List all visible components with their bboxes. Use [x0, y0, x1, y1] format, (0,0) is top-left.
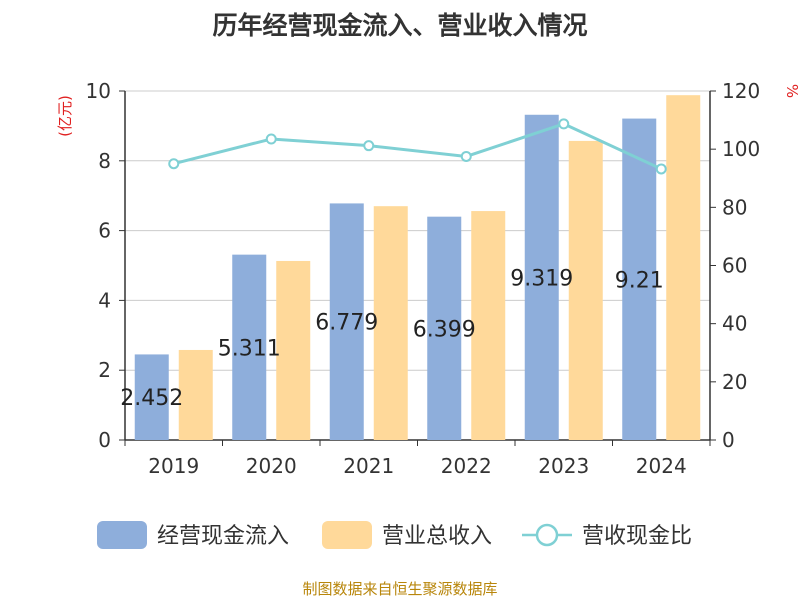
ratio-line [173, 122, 662, 171]
legend-label: 营业总收入 [382, 524, 492, 549]
y-left-axis-label: (亿元) [56, 95, 74, 137]
legend-marker [535, 523, 559, 547]
bar-cashflow [134, 354, 169, 440]
bar-value-label: 5.311 [218, 336, 281, 361]
x-tick-label: 2022 [441, 454, 492, 478]
bar-cashflow [524, 114, 559, 440]
legend-swatch-1 [322, 521, 372, 549]
bar-revenue [276, 260, 311, 440]
source-note: 制图数据来自恒生聚源数据库 [302, 580, 498, 598]
bar-value-label: 6.399 [413, 317, 476, 342]
legend-swatch-0 [97, 521, 147, 549]
bar-cashflow [232, 254, 267, 440]
bar-cashflow [622, 118, 657, 441]
bar-cashflow [329, 203, 364, 440]
bar-revenue [178, 349, 213, 440]
bar-revenue [471, 211, 506, 440]
ratio-point [265, 133, 277, 145]
y-left-tick-label: 6 [98, 219, 111, 243]
y-right-tick-label: 20 [722, 370, 747, 394]
y-left-tick-label: 2 [98, 358, 111, 382]
bar-value-label: 2.452 [120, 386, 183, 411]
x-tick-label: 2023 [538, 454, 589, 478]
y-left-tick-label: 0 [98, 428, 111, 452]
y-right-tick-label: 80 [722, 195, 747, 219]
y-right-tick-label: 100 [722, 137, 760, 161]
y-left-tick-label: 4 [98, 288, 111, 312]
x-tick-label: 2024 [636, 454, 687, 478]
y-right-axis-label: % [783, 84, 800, 98]
bar-revenue [666, 95, 701, 441]
bar-value-label: 9.319 [510, 266, 573, 291]
bar-value-label: 9.21 [615, 268, 664, 293]
bar-revenue [568, 140, 603, 441]
ratio-point [460, 150, 472, 162]
y-left-tick-label: 10 [86, 79, 111, 103]
x-tick-label: 2021 [343, 454, 394, 478]
y-right-tick-label: 40 [722, 312, 747, 336]
legend-label: 经营现金流入 [157, 524, 289, 549]
y-right-tick-label: 0 [722, 428, 735, 452]
bar-cashflow [427, 216, 462, 440]
ratio-point [655, 163, 667, 175]
ratio-point [168, 158, 180, 170]
y-right-tick-label: 60 [722, 254, 747, 278]
x-tick-label: 2019 [148, 454, 199, 478]
ratio-point [363, 140, 375, 152]
ratio-point [558, 118, 570, 130]
bar-revenue [373, 206, 408, 440]
chart-title: 历年经营现金流入、营业收入情况 [212, 11, 588, 40]
x-tick-label: 2020 [246, 454, 297, 478]
y-left-tick-label: 8 [98, 149, 111, 173]
legend-label: 营收现金比 [582, 524, 692, 549]
bar-value-label: 6.779 [315, 311, 378, 336]
y-right-tick-label: 120 [722, 79, 760, 103]
